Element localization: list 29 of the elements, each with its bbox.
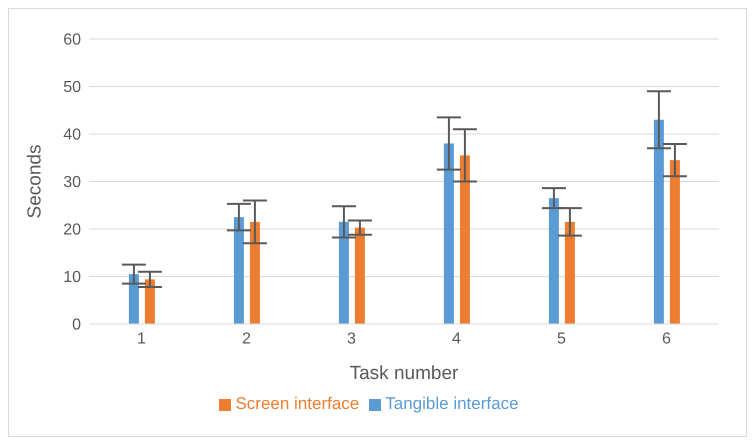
- x-tick-label: 4: [452, 330, 462, 348]
- y-tick-label: 50: [63, 79, 82, 96]
- bar: [654, 120, 664, 324]
- x-tick-label: 5: [557, 330, 566, 348]
- bar: [144, 279, 155, 324]
- bar: [548, 198, 559, 324]
- bar: [564, 222, 575, 324]
- legend-label: Screen interface: [235, 394, 360, 413]
- legend-label: Tangible interface: [385, 394, 519, 413]
- y-tick-label: 30: [63, 174, 82, 192]
- y-axis-title: Seconds: [24, 144, 46, 218]
- y-tick-label: 20: [63, 222, 82, 239]
- x-tick-label: 1: [137, 330, 146, 348]
- y-tick-label: 40: [63, 126, 82, 144]
- x-tick-label: 6: [662, 330, 672, 348]
- bar: [354, 228, 365, 324]
- x-tick-label: 3: [347, 330, 356, 348]
- bar: [128, 274, 139, 324]
- bar: [250, 222, 260, 324]
- x-tick-label: 2: [242, 330, 252, 348]
- bar: [444, 144, 454, 324]
- y-tick-label: 60: [63, 32, 82, 49]
- x-axis-title: Task number: [350, 363, 460, 384]
- bar: [460, 155, 470, 324]
- bar: [670, 160, 680, 324]
- bar: [234, 217, 244, 324]
- y-tick-label: 0: [72, 316, 82, 334]
- bar: [338, 222, 349, 324]
- y-tick-label: 10: [63, 269, 82, 286]
